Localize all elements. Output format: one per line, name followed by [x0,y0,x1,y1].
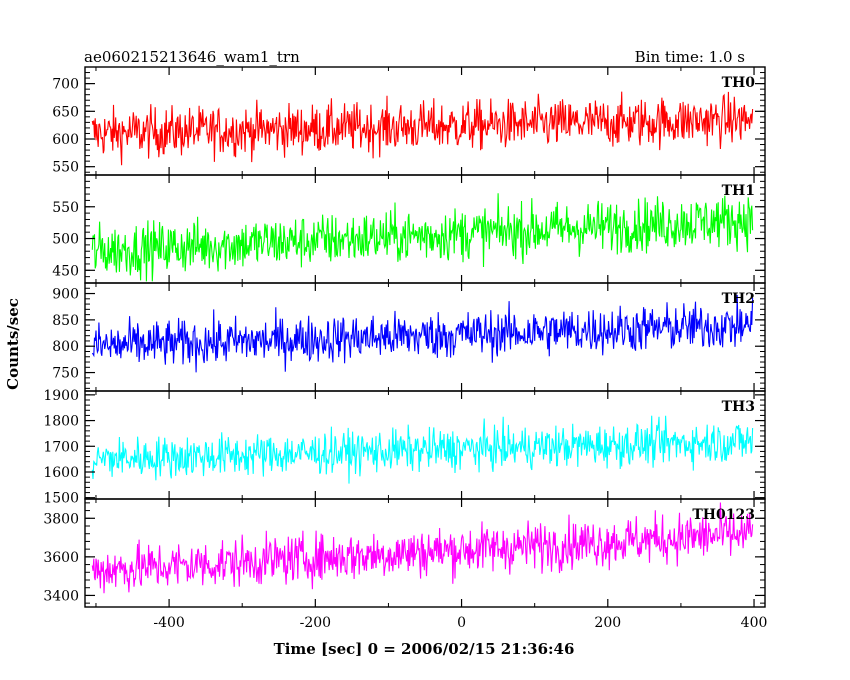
y-tick-label: 750 [52,366,79,382]
series-line-th3 [91,415,754,484]
y-tick-label: 1800 [43,414,79,430]
panels-group: 550 600 650 700 TH0 450 500 550 TH1 750 800 850 900 T… [43,66,766,608]
x-axis-ticks: -400 -200 0 200 400 [153,615,767,631]
panel-th3: 1500 1600 1700 1800 1900 TH3 [43,388,766,507]
panel-frame [84,498,766,608]
chart-title: ae060215213646_wam1_trn [84,48,300,66]
panel-label-th0123: TH0123 [692,507,755,523]
y-tick-label: 1700 [43,439,79,455]
x-tick-label: 400 [741,615,768,631]
x-axis-label: Time [sec] 0 = 2006/02/15 21:36:46 [274,640,575,658]
y-tick-label: 900 [52,287,79,303]
panel-label-th1: TH1 [722,183,755,199]
y-tick-label: 1900 [43,388,79,404]
x-tick-label: 200 [594,615,621,631]
panel-label-th3: TH3 [722,399,755,415]
panel-th0: 550 600 650 700 TH0 [52,66,766,176]
y-tick-label: 600 [52,132,79,148]
y-tick-label: 3600 [43,550,79,566]
y-tick-label: 3400 [43,588,79,604]
y-tick-label: 1500 [43,491,79,507]
series-line-th0 [91,91,754,166]
series-line-th0123 [91,502,754,594]
y-tick-label: 1600 [43,465,79,481]
y-tick-label: 550 [52,160,79,176]
y-tick-label: 500 [52,232,79,248]
y-tick-label: 650 [52,104,79,120]
panel-th1: 450 500 550 TH1 [52,174,766,284]
y-tick-label: 450 [52,263,79,279]
y-tick-label: 700 [52,77,79,93]
y-axis-label: Counts/sec [4,298,22,390]
y-tick-label: 850 [52,313,79,329]
series-line-th1 [91,193,754,282]
x-tick-label: -400 [153,615,184,631]
panel-label-th2: TH2 [722,291,755,307]
panel-th0123: 3400 3600 3800 TH0123 [43,498,766,608]
panel-label-th0: TH0 [722,75,756,91]
series-line-th2 [91,294,754,373]
y-tick-label: 550 [52,200,79,216]
x-tick-label: -200 [300,615,331,631]
panel-th2: 750 800 850 900 TH2 [52,282,766,392]
x-tick-label: 0 [457,615,466,631]
y-tick-label: 800 [52,339,79,355]
bin-time-label: Bin time: 1.0 s [635,48,745,66]
y-tick-label: 3800 [43,511,79,527]
